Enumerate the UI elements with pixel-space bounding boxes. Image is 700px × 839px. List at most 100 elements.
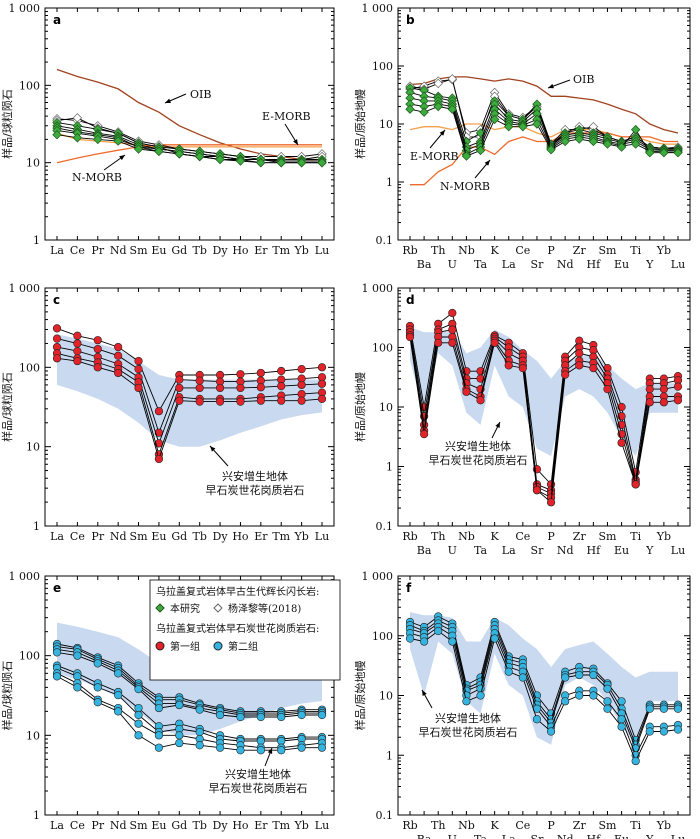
- y-tick-label: 0.1: [376, 234, 394, 247]
- data-point: [659, 148, 669, 158]
- x-tick-label: Yb: [656, 819, 671, 832]
- data-point: [73, 672, 82, 681]
- x-tick-label: Rb: [402, 819, 417, 832]
- data-point: [518, 121, 528, 132]
- data-point: [659, 398, 668, 407]
- data-point: [518, 673, 527, 682]
- x-tick-label: Ce: [515, 819, 530, 832]
- field-label-line2: 早石炭世花岗质岩石: [209, 781, 308, 795]
- data-point: [297, 396, 306, 405]
- x-tick-label: Nd: [110, 819, 127, 832]
- data-point: [532, 486, 542, 495]
- data-point: [277, 366, 286, 376]
- panel-label: d: [406, 293, 415, 307]
- y-tick-label: 1 000: [9, 570, 41, 583]
- x-tick-label: Ta: [474, 544, 487, 557]
- x-tick-label: K: [491, 530, 500, 543]
- data-point: [194, 151, 205, 162]
- data-point: [134, 685, 143, 694]
- y-tick-label: 1: [33, 234, 40, 247]
- x-tick-label: Ti: [630, 819, 641, 832]
- data-point: [602, 139, 613, 149]
- field-label-line1: 兴安增生地体: [445, 439, 511, 453]
- data-point: [447, 104, 458, 114]
- label-oib: OIB: [573, 73, 594, 86]
- data-point: [575, 691, 584, 700]
- data-point: [235, 156, 246, 166]
- y-tick-label: 1 000: [9, 282, 41, 295]
- y-axis-label: 样品/原始地幔: [353, 661, 367, 731]
- data-point: [236, 746, 245, 755]
- data-point: [589, 364, 598, 373]
- data-point: [134, 356, 143, 366]
- x-tick-label: Rb: [402, 244, 417, 257]
- data-point: [277, 396, 286, 405]
- y-axis-label: 样品/球粒陨石: [0, 89, 14, 159]
- data-point: [546, 727, 556, 736]
- legend-title-2: 乌拉盖复式岩体早石炭世花岗质岩石:: [156, 622, 319, 635]
- data-point: [504, 121, 514, 132]
- data-point: [72, 133, 83, 143]
- y-tick-label: 1: [386, 749, 393, 762]
- x-tick-label: Sm: [598, 530, 617, 543]
- data-point: [114, 342, 123, 352]
- y-tick-label: 100: [372, 630, 393, 643]
- legend: 乌拉盖复式岩体早古生代辉长闪长岩: 本研究 杨泽黎等(2018) 乌拉盖复式岩体早石炭…: [149, 579, 341, 681]
- x-tick-label: Lu: [315, 530, 329, 543]
- data-point: [603, 384, 612, 394]
- data-point: [462, 387, 471, 396]
- data-point: [448, 325, 457, 334]
- data-point: [673, 704, 683, 713]
- data-point: [631, 756, 640, 766]
- x-tick-label: Nd: [557, 544, 574, 557]
- field-label-line2: 早石炭世花岗质岩石: [419, 725, 518, 739]
- x-tick-label: La: [502, 833, 516, 839]
- data-point: [113, 136, 123, 146]
- legend-marker-gray: [213, 603, 223, 613]
- data-point: [256, 712, 265, 722]
- data-point: [603, 684, 612, 693]
- data-point: [518, 364, 527, 373]
- series-line: [409, 106, 678, 157]
- x-tick-label: Er: [254, 530, 268, 543]
- x-tick-label: Pr: [91, 530, 104, 543]
- panel-label: b: [406, 13, 415, 27]
- y-axis-label: 样品/球粒陨石: [0, 661, 14, 731]
- data-point: [617, 722, 626, 731]
- y-tick-label: 100: [19, 79, 40, 92]
- data-point: [73, 683, 82, 692]
- panel-c: 1 10 100 1 000 La Ce Pr Nd Sm Eu Gd Tb Dy Ho Er Tm Yb Lu 样…: [0, 282, 335, 543]
- arrow-head: [165, 98, 171, 103]
- x-tick-label: La: [50, 819, 64, 832]
- data-point: [561, 697, 570, 706]
- field-label-line2: 早石炭世花岗质岩石: [429, 453, 528, 467]
- data-point: [434, 626, 443, 636]
- y-tick-label: 10: [379, 690, 393, 703]
- x-tick-label: Yb: [656, 530, 671, 543]
- legend-box: [149, 579, 341, 681]
- y-tick-label: 100: [372, 60, 393, 73]
- data-point: [433, 101, 443, 112]
- data-point: [490, 338, 499, 347]
- data-point: [575, 670, 584, 680]
- x-tick-label: U: [448, 258, 457, 271]
- data-point: [489, 114, 500, 125]
- x-tick-label: U: [448, 833, 457, 839]
- arrow-head: [210, 446, 216, 452]
- x-tick-label: Dy: [213, 530, 229, 543]
- x-tick-label: Yb: [656, 244, 671, 257]
- data-point: [532, 715, 542, 724]
- x-tick-label: Lu: [671, 544, 685, 557]
- x-tick-label: Th: [431, 819, 445, 832]
- arrow-head: [119, 155, 125, 161]
- y-tick-label: 100: [372, 342, 393, 355]
- x-tick-label: P: [547, 819, 555, 832]
- x-tick-label: Ce: [515, 530, 530, 543]
- data-point: [114, 368, 123, 378]
- data-point: [195, 397, 204, 406]
- panel-label: c: [53, 293, 60, 307]
- x-tick-label: Th: [431, 244, 445, 257]
- x-tick-label: Nd: [110, 530, 127, 543]
- data-point: [133, 144, 144, 154]
